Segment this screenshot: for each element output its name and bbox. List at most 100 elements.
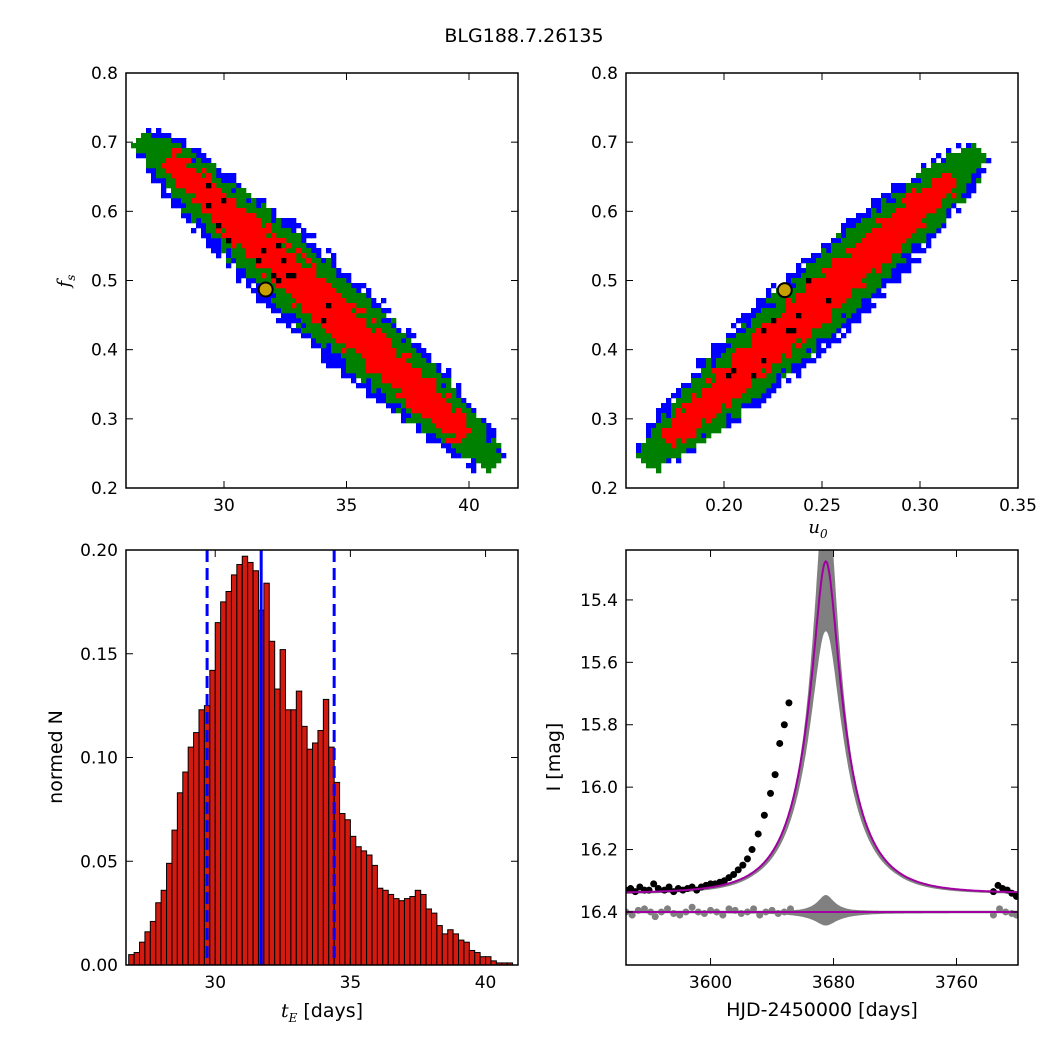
histogram-bar [295,690,303,966]
u0-fs-xtick-label: 0.35 [999,496,1037,516]
residual-band [626,895,1018,926]
histogram-bar [171,829,178,966]
histogram-bar [236,564,243,966]
histogram-bar [182,771,189,966]
residual-point [750,905,758,913]
panel-u0-fs: 0.20 0.25 0.30 0.35 0.2 0.3 0.4 0.5 0.6 0.7 0.8 u0 [591,64,1037,541]
u0-fs-best-fit-marker [776,282,793,299]
data-point [771,771,779,779]
hist-xtick-label: 30 [204,973,226,993]
data-point [760,811,768,819]
u0-fs-xtick-label: 0.20 [705,496,743,516]
histogram-bar [247,561,254,966]
histogram-bar [355,846,362,966]
u0-fs-xtick-label: 0.25 [803,496,841,516]
model-curve [626,560,1018,894]
te-fs-ytick-label: 0.6 [91,202,118,222]
histogram-bar [187,746,195,966]
panel-lightcurve: 3600 3680 3760 15.4 15.6 15.8 16.0 16.2 16.4 HJD… [543,549,1019,1021]
histogram-bar [306,748,314,966]
data-point [754,830,762,838]
data-point [780,721,788,729]
panel-lightcurve-ylabel: I [mag] [543,723,565,792]
te-fs-ytick-label: 0.4 [91,341,118,361]
histogram-bar [301,725,308,966]
histogram-bar [387,893,395,966]
data-point [654,885,662,893]
residual-point [651,913,659,921]
panel-u0-fs-xlabel: u0 [808,517,828,541]
lc-ytick-label: 16.4 [580,903,618,923]
te-fs-best-fit-marker [257,281,274,298]
histogram-bar [139,941,146,966]
te-fs-ytick-label: 0.8 [91,64,118,84]
hist-ytick-label: 0.05 [80,852,118,872]
histogram-bar [274,688,281,966]
histogram-bar [128,954,135,966]
te-fs-xtick-label: 30 [213,496,235,516]
u0-fs-ytick-label: 0.2 [591,479,618,499]
data-point [1012,892,1018,900]
u0-fs-ytick-label: 0.3 [591,410,618,430]
histogram-bar [447,929,454,966]
histogram-bar [160,889,168,966]
te-fs-xtick-label: 35 [336,496,358,516]
lc-ytick-label: 15.8 [580,716,618,736]
residual-point [786,905,794,913]
histogram-bar [485,956,492,966]
histogram-bar [166,862,173,966]
residual-point [628,911,636,919]
residual-point [664,905,672,913]
data-point [748,846,756,854]
lc-ytick-label: 16.2 [580,841,618,861]
histogram-bar [317,730,324,966]
histogram-bar [474,952,481,966]
panel-lightcurve-frame [625,549,1019,966]
te-fs-xtick-label: 40 [458,496,480,516]
histogram-bar [344,819,351,966]
histogram-bar [268,640,276,966]
model-uncertainty-band [626,550,1018,894]
u0-fs-xtick-label: 0.30 [901,496,939,516]
data-point [739,861,747,869]
u0-fs-confidence-level-1 [661,173,957,449]
histogram-bar [312,742,319,966]
panel-histogram: 30 35 40 0.00 0.05 0.10 0.15 0.20 tE [days] nor… [45,541,519,1025]
histogram-bar [430,912,438,966]
histogram-bar [420,893,427,966]
histogram-bar [468,949,476,966]
te-fs-confidence-level-1 [161,148,472,444]
histogram-bar [144,931,151,966]
data-point [785,699,793,707]
u0-fs-ytick-label: 0.8 [591,64,618,84]
histogram-bar [479,956,487,966]
te-fs-dense-cell-group [206,183,332,324]
panel-lightcurve-xlabel: HJD-2450000 [days] [726,999,918,1021]
u0-fs-ytick-label: 0.6 [591,202,618,222]
histogram-bar [339,813,346,966]
histogram-bar [155,902,162,966]
lc-ytick-label: 15.4 [580,591,618,611]
data-point [665,883,673,891]
histogram-bar [441,933,449,966]
data-point [776,739,784,747]
histogram-bar [349,835,357,966]
te-fs-confidence-level-3 [136,128,507,474]
histogram-bar [322,698,330,966]
residual-point [996,905,1004,913]
panel-te-fs-ylabel: fs [54,275,78,290]
histogram-bar [366,854,373,966]
hist-ytick-label: 0.15 [80,645,118,665]
histogram-bar [409,896,416,966]
lc-xtick-label: 3600 [689,973,732,993]
histogram-bar [279,649,287,966]
lc-ytick-label: 15.6 [580,653,618,673]
histogram-bar [376,887,384,966]
lc-xtick-label: 3680 [812,973,855,993]
data-point [730,871,738,879]
histogram-bar [425,908,432,966]
lc-xtick-label: 3760 [935,973,978,993]
u0-fs-confidence-level-3 [636,143,992,464]
histogram-bar [452,933,460,966]
histogram-bar [393,898,400,966]
